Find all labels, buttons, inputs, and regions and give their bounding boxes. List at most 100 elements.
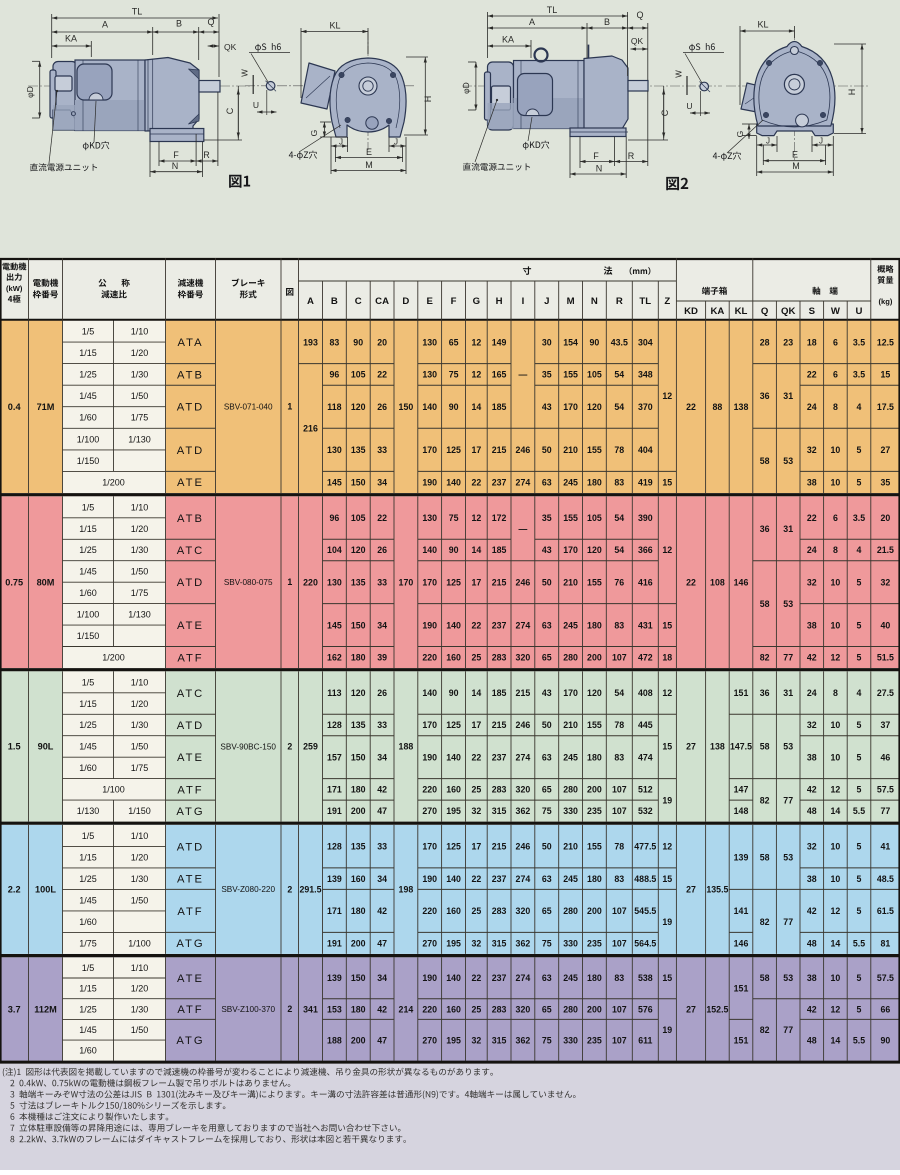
svg-text:408: 408 [638,688,653,698]
svg-text:160: 160 [446,653,461,663]
svg-text:U: U [253,100,259,110]
svg-text:1/15: 1/15 [79,524,97,534]
svg-text:12: 12 [831,785,841,795]
svg-text:152.5: 152.5 [706,1004,728,1014]
svg-text:170: 170 [422,445,437,455]
svg-text:38: 38 [807,752,817,762]
svg-text:180: 180 [351,653,366,663]
svg-text:22: 22 [377,513,387,523]
svg-text:165: 165 [492,370,507,380]
svg-text:113: 113 [327,688,341,698]
svg-text:130: 130 [422,337,437,347]
svg-text:77: 77 [881,806,891,816]
svg-text:150: 150 [351,973,366,983]
svg-text:21.5: 21.5 [877,545,894,555]
svg-text:ATC: ATC [177,688,205,700]
svg-text:107: 107 [612,806,627,816]
svg-text:180: 180 [587,620,602,630]
svg-text:220: 220 [422,785,437,795]
svg-text:150: 150 [351,752,366,762]
svg-text:291.5: 291.5 [299,885,321,895]
svg-text:KA: KA [710,306,724,317]
svg-text:φD: φD [461,82,471,94]
svg-text:147: 147 [734,785,749,795]
svg-text:10: 10 [831,874,841,884]
svg-text:1/75: 1/75 [131,763,149,773]
svg-text:128: 128 [327,842,342,852]
svg-text:200: 200 [587,653,602,663]
svg-text:283: 283 [492,906,507,916]
svg-text:ATA: ATA [177,337,203,349]
svg-text:105: 105 [351,513,366,523]
svg-text:200: 200 [351,1035,366,1045]
svg-text:8: 8 [833,688,838,698]
svg-text:1/50: 1/50 [131,1025,149,1035]
svg-text:53: 53 [783,973,793,983]
svg-text:38: 38 [807,874,817,884]
svg-text:19: 19 [662,1025,672,1035]
svg-text:SBV-Z100-370: SBV-Z100-370 [221,1005,275,1014]
svg-text:SBV-080-075: SBV-080-075 [224,578,273,587]
svg-text:185: 185 [492,402,507,412]
svg-text:180: 180 [351,1004,366,1014]
svg-text:53: 53 [783,742,793,752]
svg-text:235: 235 [587,938,602,948]
svg-text:330: 330 [563,938,578,948]
svg-text:22: 22 [472,752,482,762]
svg-text:10: 10 [831,577,841,587]
svg-text:1/45: 1/45 [79,1025,97,1035]
svg-text:341: 341 [303,1004,318,1014]
svg-text:246: 246 [516,842,531,852]
svg-text:105: 105 [587,513,602,523]
svg-text:100L: 100L [35,885,56,895]
svg-text:28: 28 [760,337,770,347]
svg-text:140: 140 [422,402,437,412]
svg-text:162: 162 [327,653,342,663]
svg-text:3.5: 3.5 [853,513,865,523]
svg-text:237: 237 [492,477,507,487]
svg-text:TL: TL [132,7,143,17]
svg-text:140: 140 [446,874,461,884]
svg-text:34: 34 [377,752,387,762]
svg-text:210: 210 [563,842,578,852]
svg-text:1/10: 1/10 [131,327,149,337]
svg-text:96: 96 [330,513,340,523]
svg-text:17: 17 [472,720,482,730]
svg-text:63: 63 [542,620,552,630]
svg-text:150: 150 [351,477,366,487]
svg-text:1/60: 1/60 [79,588,97,598]
svg-text:12: 12 [831,1004,841,1014]
svg-text:27: 27 [686,1004,696,1014]
svg-text:38: 38 [807,477,817,487]
svg-text:31: 31 [783,524,793,534]
svg-text:141: 141 [734,906,749,916]
svg-text:237: 237 [492,874,507,884]
svg-text:270: 270 [422,938,437,948]
svg-text:1/50: 1/50 [131,567,149,577]
svg-text:12.5: 12.5 [877,337,894,347]
svg-text:1/20: 1/20 [131,524,149,534]
svg-text:135.5: 135.5 [706,885,728,895]
svg-text:6: 6 [833,370,838,380]
svg-text:1/10: 1/10 [131,831,149,841]
svg-text:188: 188 [399,742,414,752]
svg-text:12: 12 [472,513,482,523]
svg-text:27.5: 27.5 [877,688,894,698]
svg-text:83: 83 [614,752,624,762]
svg-text:B: B [331,296,338,307]
svg-text:F: F [173,150,179,160]
svg-text:1/100: 1/100 [102,785,125,795]
svg-text:8: 8 [833,545,838,555]
svg-text:J: J [819,137,823,146]
svg-text:445: 445 [638,720,653,730]
svg-text:191: 191 [327,806,342,816]
svg-text:QK: QK [781,306,795,317]
svg-text:54: 54 [614,513,624,523]
svg-text:22: 22 [807,513,817,523]
svg-text:362: 362 [516,938,531,948]
svg-text:5: 5 [857,720,862,730]
svg-text:135: 135 [351,720,366,730]
svg-text:G: G [735,131,745,138]
svg-text:76: 76 [614,577,624,587]
svg-text:171: 171 [327,785,342,795]
